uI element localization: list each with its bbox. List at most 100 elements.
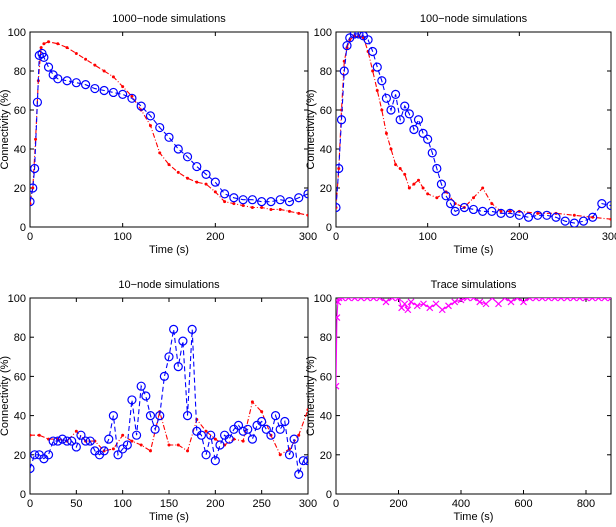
data-point-circle [43,62,54,72]
data-point-dot [121,85,125,89]
data-point-dot [407,186,411,190]
x-axis-label: Time (s) [149,511,189,523]
data-point-circle [104,434,114,444]
y-tick-label: 100 [8,27,26,39]
data-point-circle [113,450,123,460]
data-point-dot [435,196,439,200]
data-point-circle [418,128,428,138]
data-point-circle [150,424,160,434]
data-point-x [382,298,390,306]
y-axis-label: Connectivity (%) [0,356,11,436]
data-point-circle [404,109,414,119]
data-point-dot [278,207,282,211]
data-point-x [420,300,427,308]
data-point-circle [560,216,570,226]
data-point-circle [99,446,109,456]
data-point-circle [90,83,100,94]
data-point-x [538,298,546,302]
plot-series-group [336,32,611,227]
data-point-dot [111,447,115,451]
data-point-circle [30,463,35,474]
data-point-x [463,298,471,302]
data-point-circle [409,124,419,135]
data-point-dot [65,46,69,50]
data-point-circle [136,381,146,391]
data-point-circle [606,200,611,211]
data-point-circle [298,456,308,466]
data-point-dot [84,57,88,61]
y-tick-label: 40 [320,144,332,156]
data-point-dot [380,108,384,112]
data-point-circle [436,179,447,189]
data-point-circle [270,411,281,421]
y-tick-label: 60 [320,105,332,117]
data-point-dot [260,206,264,209]
data-point-circle [62,76,72,86]
y-tick-label: 0 [326,489,332,501]
y-tick-label: 20 [320,183,332,195]
data-point-circle [53,74,63,84]
x-tick-label: 100 [113,231,131,243]
data-point-circle [85,436,95,446]
data-point-circle [220,189,230,199]
data-point-dot [403,172,407,176]
data-point-dot [204,429,208,433]
data-point-circle [423,134,433,144]
data-point-circle [478,206,488,216]
data-point-x [363,298,371,302]
data-point-x [482,300,490,308]
data-point-dot [306,213,308,217]
data-point-dot [121,433,125,437]
data-point-circle [243,424,253,434]
data-point-circle [201,169,211,179]
data-point-dot [167,163,171,167]
data-point-x [488,298,496,302]
data-point-x [520,298,527,306]
plot-area [335,31,612,228]
x-tick-label: 400 [452,498,470,510]
data-point-dot [241,439,245,443]
x-axis-label: Time (s) [149,244,189,256]
x-tick-label: 200 [389,498,407,510]
data-point-dot [37,433,41,437]
data-point-dot [508,209,512,213]
data-point-dot [34,137,38,141]
data-point-circle [294,469,304,479]
data-point-circle [395,115,405,125]
chart-panel-4: Trace simulations 0 200 400 600 800 0 20 40 60 80 1… [305,279,612,523]
data-point-x [336,314,341,322]
data-point-circle [496,208,506,218]
series-line-2 [30,329,308,475]
data-point-dot [186,449,190,453]
data-point-circle [169,324,179,334]
data-point-circle [48,436,58,446]
data-point-dot [426,192,430,196]
data-point-circle [34,50,44,61]
y-tick-label: 80 [14,66,26,78]
data-point-circle [127,93,137,103]
data-point-dot [421,186,425,190]
y-tick-label: 80 [320,332,332,344]
x-tick-label: 600 [514,498,532,510]
data-point-circle [136,101,146,111]
y-tick-label: 0 [20,222,26,234]
data-point-circle [71,442,81,452]
data-point-x [526,298,534,302]
data-point-circle [363,35,373,45]
data-point-circle [196,430,207,440]
plot-area [29,31,309,228]
data-point-dot [31,186,35,190]
data-point-circle [30,183,38,193]
data-point-dot [337,167,341,170]
x-tick-label: 100 [418,231,436,243]
data-point-dot [572,213,576,217]
data-point-dot [139,443,143,447]
data-point-dot [306,408,308,412]
data-point-circle [30,197,35,207]
data-point-circle [30,163,40,174]
data-point-circle [53,436,63,446]
data-point-x [370,298,377,302]
data-point-circle [336,115,347,125]
data-point-circle [155,122,165,133]
data-point-circle [257,197,267,207]
